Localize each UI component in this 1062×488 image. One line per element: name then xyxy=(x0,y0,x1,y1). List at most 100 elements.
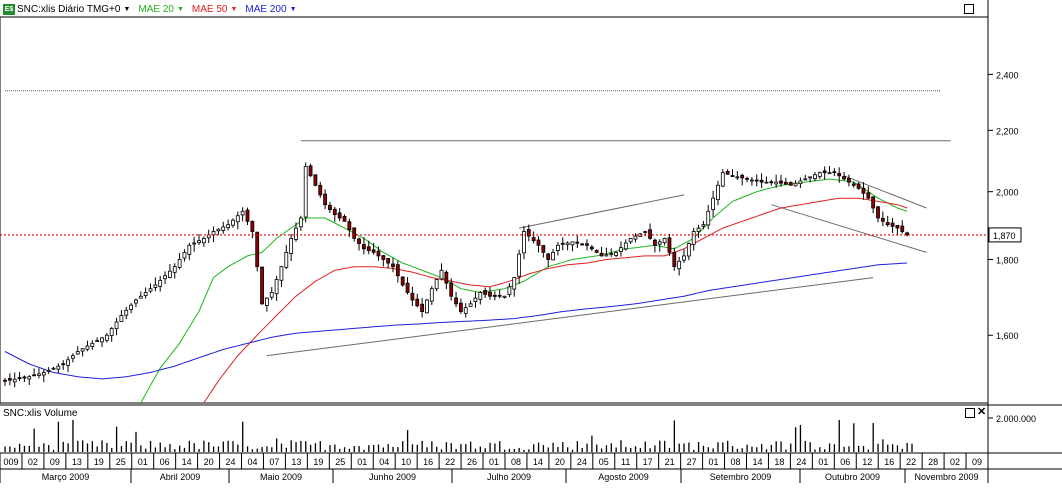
volume-bar xyxy=(867,449,869,452)
candle-body xyxy=(604,254,609,257)
candle-body xyxy=(332,208,337,216)
volume-bar xyxy=(528,449,530,452)
candle-body xyxy=(444,271,449,284)
volume-bar xyxy=(494,443,496,452)
volume-bar xyxy=(208,442,210,452)
volume-panel-label: SNC:xlis Volume xyxy=(3,408,78,419)
day-label: 28 xyxy=(928,457,938,467)
candle-body xyxy=(648,229,652,239)
symbol-badge-icon: E$ xyxy=(3,3,15,15)
day-label: 09 xyxy=(972,457,982,467)
day-label: 06 xyxy=(840,457,850,467)
candle-body xyxy=(458,302,463,312)
volume-bar xyxy=(179,445,181,452)
candle-body xyxy=(643,231,648,233)
candle-body xyxy=(774,181,779,185)
trendline xyxy=(519,194,685,229)
candle-body xyxy=(342,216,347,222)
volume-bar xyxy=(537,442,540,452)
symbol-label[interactable]: SNC:xlis Diário TMG+0 xyxy=(17,3,121,15)
candle-body xyxy=(803,178,808,181)
candle-body xyxy=(245,209,250,222)
volume-bar xyxy=(188,440,190,452)
candle-body xyxy=(851,183,856,186)
candle-body xyxy=(861,187,866,194)
day-label: 14 xyxy=(182,457,192,467)
indicator-ma200-label[interactable]: MAE 200 xyxy=(245,3,287,15)
day-label: 01 xyxy=(818,457,828,467)
volume-bar xyxy=(581,448,583,452)
indicator-ma50-label[interactable]: MAE 50 xyxy=(191,3,228,15)
candle-body xyxy=(580,243,585,246)
volume-bar xyxy=(198,448,200,452)
candle-body xyxy=(376,250,381,257)
candle-body xyxy=(192,242,197,245)
volume-bar xyxy=(421,440,423,452)
candle-body xyxy=(357,238,361,244)
indicator-ma20-label[interactable]: MAE 20 xyxy=(138,3,174,15)
candle-body xyxy=(546,253,551,260)
candle-body xyxy=(337,212,342,219)
volume-bar xyxy=(38,446,40,452)
volume-bar xyxy=(411,444,414,452)
volume-bar xyxy=(140,445,142,452)
volume-bar xyxy=(896,445,899,452)
volume-bar xyxy=(324,449,326,452)
candle-body xyxy=(264,297,269,306)
volume-bar xyxy=(508,448,511,452)
candle-body xyxy=(294,227,298,240)
candle-body xyxy=(269,292,274,298)
maximize-volume-panel-icon[interactable] xyxy=(965,408,975,418)
month-label: Agosto 2009 xyxy=(598,472,649,482)
volume-bar xyxy=(707,447,709,452)
day-label: 12 xyxy=(862,457,872,467)
volume-bar xyxy=(343,447,346,452)
day-label: 22 xyxy=(906,457,916,467)
volume-bar xyxy=(416,444,418,452)
candle-body xyxy=(623,242,628,250)
maximize-panel-icon[interactable] xyxy=(964,4,974,14)
volume-bar xyxy=(222,441,224,452)
candle-body xyxy=(706,210,711,226)
volume-bar xyxy=(353,446,355,452)
candle-body xyxy=(565,242,570,246)
close-volume-panel-icon[interactable]: ✕ xyxy=(977,406,987,418)
volume-bar xyxy=(794,427,797,452)
chevron-down-icon[interactable]: ▼ xyxy=(176,5,184,13)
candle-body xyxy=(129,304,134,310)
volume-bar xyxy=(479,446,481,452)
volume-bar xyxy=(402,441,404,452)
volume-bar xyxy=(518,447,520,452)
candle-body xyxy=(517,253,521,277)
volume-bar xyxy=(314,443,317,452)
candle-body xyxy=(876,206,880,219)
candle-body xyxy=(686,243,691,257)
volume-bar xyxy=(334,444,336,452)
volume-bar xyxy=(120,446,123,452)
candle-body xyxy=(197,240,201,244)
series-line xyxy=(140,178,908,404)
candle-body xyxy=(41,372,46,376)
volume-bar xyxy=(130,442,132,452)
chevron-down-icon[interactable]: ▼ xyxy=(123,5,131,13)
volume-bar xyxy=(503,449,506,452)
volume-bar xyxy=(639,448,642,452)
day-label: 11 xyxy=(621,457,630,467)
chevron-down-icon[interactable]: ▼ xyxy=(230,5,238,13)
price-tick-label: 2,000 xyxy=(996,188,1019,198)
day-label: 01 xyxy=(709,457,719,467)
candle-body xyxy=(415,298,420,307)
volume-bar xyxy=(828,443,831,452)
chevron-down-icon[interactable]: ▼ xyxy=(289,5,297,13)
volume-bar xyxy=(761,444,763,452)
volume-bar xyxy=(891,444,894,452)
volume-bar xyxy=(436,446,438,452)
day-label: 18 xyxy=(774,457,784,467)
day-label: 07 xyxy=(269,457,279,467)
candle-body xyxy=(410,292,415,301)
volume-bar xyxy=(363,449,365,452)
volume-bar xyxy=(373,444,375,452)
candle-body xyxy=(434,279,439,290)
volume-bar xyxy=(571,449,574,452)
volume-bar xyxy=(678,443,680,452)
